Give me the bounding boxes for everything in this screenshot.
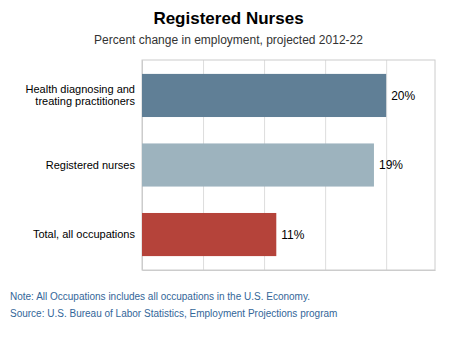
bar bbox=[142, 143, 374, 186]
y-tick: Total, all occupations bbox=[33, 228, 142, 240]
bar bbox=[142, 74, 386, 117]
plot-background bbox=[142, 60, 435, 270]
chart: Registered Nurses Percent change in emplo… bbox=[0, 0, 457, 340]
y-tick: Registered nurses bbox=[46, 159, 142, 171]
annotation: Note: All Occupations includes all occup… bbox=[10, 291, 310, 302]
plot: Total, all occupations Registered nurses H… bbox=[26, 60, 436, 271]
bars bbox=[142, 74, 386, 256]
y-tick-label: Registered nurses bbox=[46, 159, 136, 171]
data-labels: 11% 19% 20% bbox=[281, 89, 415, 242]
title: Registered Nurses bbox=[153, 9, 303, 28]
data-label: 11% bbox=[281, 228, 304, 242]
data-label: 20% bbox=[391, 89, 415, 103]
bar bbox=[142, 213, 276, 256]
annotation: Source: U.S. Bureau of Labor Statistics,… bbox=[10, 308, 337, 319]
subtitle: Percent change in employment, projected … bbox=[94, 33, 363, 47]
plot-frame bbox=[142, 60, 435, 270]
y-tick-label: Total, all occupations bbox=[33, 228, 136, 240]
data-label: 19% bbox=[379, 158, 403, 172]
y-tick: Health diagnosing andtreating practition… bbox=[26, 83, 142, 108]
x-axis bbox=[143, 60, 436, 271]
y-tick-label: Health diagnosing andtreating practition… bbox=[26, 83, 136, 108]
y-axis: Total, all occupations Registered nurses H… bbox=[26, 61, 143, 271]
